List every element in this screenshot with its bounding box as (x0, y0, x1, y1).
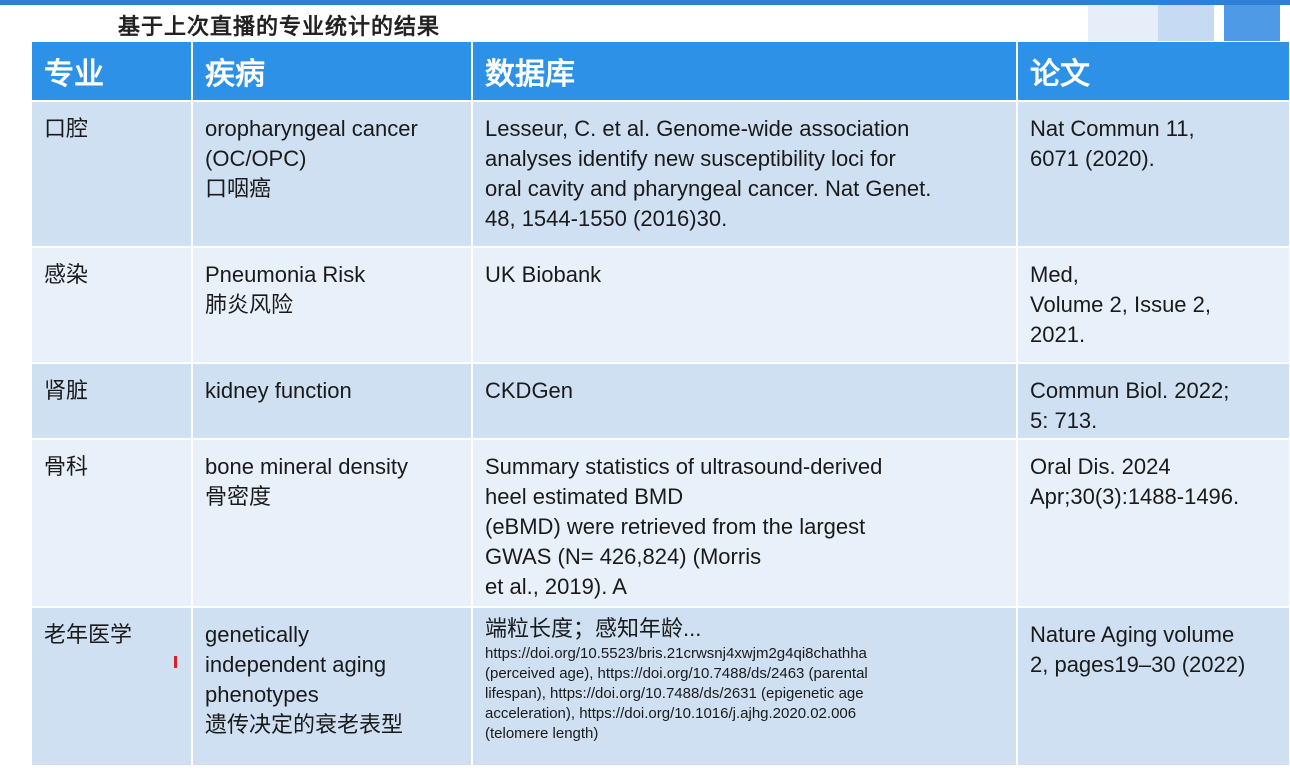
cell-disease: oropharyngeal cancer (OC/OPC) 口咽癌 (192, 100, 473, 247)
doi-line: acceleration), https://doi.org/10.1016/j… (485, 705, 857, 722)
results-table: 专业 疾病 数据库 论文 口腔 oropharyngeal cancer (OC… (32, 42, 1290, 765)
cell-specialty: 口腔 (32, 100, 193, 247)
cell-line: Volume 2, Issue 2, (1030, 292, 1211, 317)
cell-database: UK Biobank (472, 246, 1018, 363)
cell-line: 2021. (1030, 322, 1086, 347)
cell-line: UK Biobank (485, 262, 602, 287)
cell-specialty: 肾脏 (32, 362, 193, 439)
cell-line: 5: 713. (1030, 408, 1098, 433)
slide-title: 基于上次直播的专业统计的结果 (118, 14, 441, 39)
cell-disease: kidney function (192, 362, 473, 439)
cell-database: Summary statistics of ultrasound-derived… (472, 438, 1018, 607)
cell-line: 48, 1544-1550 (2016)30. (485, 206, 728, 231)
cell-line: 6071 (2020). (1030, 146, 1155, 171)
cell-database: CKDGen (472, 362, 1018, 439)
cell-line: 遗传决定的衰老表型 (205, 712, 404, 737)
cell-line: GWAS (N= 426,824) (Morris (485, 544, 762, 569)
cell-line: independent aging (205, 652, 387, 677)
doi-line: (telomere length) (485, 725, 599, 742)
cell-line: Summary statistics of ultrasound-derived (485, 454, 883, 479)
header-paper: 论文 (1017, 42, 1290, 101)
decor-block (1224, 5, 1280, 41)
header-specialty: 专业 (32, 42, 193, 101)
cell-disease: Pneumonia Risk 肺炎风险 (192, 246, 473, 363)
cell-line: genetically (205, 622, 309, 647)
cell-line: Nature Aging volume (1030, 622, 1235, 647)
cell-line: phenotypes (205, 682, 319, 707)
cell-line: 骨密度 (205, 484, 272, 509)
cell-database: Lesseur, C. et al. Genome-wide associati… (472, 100, 1018, 247)
table-row: 感染 Pneumonia Risk 肺炎风险 UK Biobank Med, V… (32, 246, 1290, 363)
cell-line: bone mineral density (205, 454, 409, 479)
cell-specialty: 骨科 (32, 438, 193, 607)
results-table-container: 专业 疾病 数据库 论文 口腔 oropharyngeal cancer (OC… (32, 42, 1290, 765)
top-accent-bar (0, 0, 1290, 5)
cell-line: 2, pages19–30 (2022) (1030, 652, 1246, 677)
cell-database: 端粒长度；感知年龄... https://doi.org/10.5523/bri… (472, 606, 1018, 765)
cell-line: oral cavity and pharyngeal cancer. Nat G… (485, 176, 932, 201)
cell-paper: Med, Volume 2, Issue 2, 2021. (1017, 246, 1290, 363)
table-row: 肾脏 kidney function CKDGen Commun Biol. 2… (32, 362, 1290, 439)
cell-line: kidney function (205, 378, 352, 403)
decor-block (1158, 5, 1214, 41)
doi-line: lifespan), https://doi.org/10.7488/ds/26… (485, 685, 864, 702)
cell-line: analyses identify new susceptibility loc… (485, 146, 896, 171)
cell-line: Pneumonia Risk (205, 262, 366, 287)
cell-line: (OC/OPC) (205, 146, 307, 171)
cell-paper: Commun Biol. 2022; 5: 713. (1017, 362, 1290, 439)
cell-line: Lesseur, C. et al. Genome-wide associati… (485, 116, 910, 141)
doi-line: (perceived age), https://doi.org/10.7488… (485, 665, 868, 682)
cell-line: oropharyngeal cancer (205, 116, 418, 141)
cell-line: Oral Dis. 2024 (1030, 454, 1171, 479)
header-disease: 疾病 (192, 42, 473, 101)
table-row: 口腔 oropharyngeal cancer (OC/OPC) 口咽癌 Les… (32, 100, 1290, 247)
cell-line: heel estimated BMD (485, 484, 684, 509)
cell-specialty: 感染 (32, 246, 193, 363)
cell-line: Nat Commun 11, (1030, 116, 1195, 141)
table-header-row: 专业 疾病 数据库 论文 (32, 42, 1290, 101)
cell-disease: bone mineral density 骨密度 (192, 438, 473, 607)
cell-line: Apr;30(3):1488-1496. (1030, 484, 1240, 509)
doi-line: https://doi.org/10.5523/bris.21crwsnj4xw… (485, 645, 867, 662)
cell-paper: Oral Dis. 2024 Apr;30(3):1488-1496. (1017, 438, 1290, 607)
cell-paper: Nature Aging volume 2, pages19–30 (2022) (1017, 606, 1290, 765)
table-row: 骨科 bone mineral density 骨密度 Summary stat… (32, 438, 1290, 607)
table-row: 老年医学 genetically independent aging pheno… (32, 606, 1290, 765)
cell-line: et al., 2019). A (485, 574, 627, 599)
cell-paper: Nat Commun 11, 6071 (2020). (1017, 100, 1290, 247)
cell-line: 肺炎风险 (205, 292, 294, 317)
decor-block (1088, 5, 1158, 41)
cell-disease: genetically independent aging phenotypes… (192, 606, 473, 765)
cell-line: (eBMD) were retrieved from the largest (485, 514, 866, 539)
cell-line: Commun Biol. 2022; (1030, 378, 1230, 403)
cell-line: 端粒长度；感知年龄... (485, 616, 702, 641)
cell-line: Med, (1030, 262, 1079, 287)
header-database: 数据库 (472, 42, 1018, 101)
cell-line: 口咽癌 (205, 176, 272, 201)
cell-specialty: 老年医学 (32, 606, 193, 765)
cursor-marker (174, 656, 177, 668)
cell-line: CKDGen (485, 378, 574, 403)
